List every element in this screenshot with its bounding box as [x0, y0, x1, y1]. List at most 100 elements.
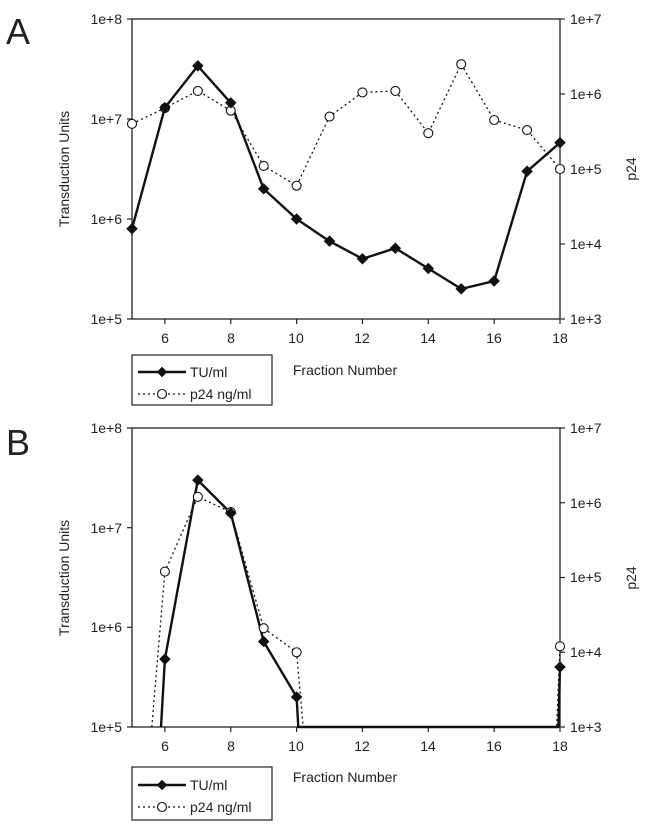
panel-b-x-tick-label: 16 — [486, 738, 502, 754]
panel-a-x-tick-label: 6 — [161, 330, 169, 346]
panel-b-y2-tick-label: 1e+5 — [570, 569, 602, 585]
panel-a-legend-p24-marker — [156, 388, 168, 400]
panel-b-tu-point — [191, 474, 204, 486]
panel-a-x-tick-label: 18 — [552, 330, 568, 346]
panel-a-p24-point — [357, 87, 368, 98]
panel-a-tu-point — [191, 59, 204, 72]
panel-a-y-tick-label: 1e+5 — [90, 311, 122, 327]
panel-b-legend: TU/ml p24 ng/ml — [131, 766, 273, 821]
panel-b-p24-point — [159, 566, 170, 577]
panel-a-p24-point — [291, 180, 302, 191]
panel-b-y2-axis-title: p24 — [623, 566, 639, 590]
panel-b-plot-frame — [131, 427, 561, 728]
panel-a-p24-point — [456, 59, 467, 70]
panel-b-x-tick-label: 14 — [420, 738, 436, 754]
panel-b-p24-point — [554, 641, 566, 652]
panel-b: B 1e+5 1e+6 1e+7 1e+8 1e+3 1e+4 1e+5 1e+… — [6, 420, 639, 821]
panel-a-tu-series-line — [130, 64, 561, 291]
panel-a-tu-point — [257, 183, 270, 195]
panel-b-y-tick-label: 1e+8 — [90, 420, 122, 436]
panel-a-x-tick-label: 10 — [288, 330, 304, 346]
panel-b-y-tick-label: 1e+6 — [90, 619, 122, 635]
panel-a-tu-point — [422, 262, 435, 275]
panel-b-y2-tick-label: 1e+4 — [570, 644, 602, 660]
panel-b-p24-point — [192, 491, 203, 502]
panel-a-y2-axis-title: p24 — [623, 157, 639, 181]
panel-a-p24-point — [423, 128, 434, 139]
panel-a-p24-point — [192, 85, 203, 96]
panel-b-p24-series-line — [151, 495, 561, 728]
panel-a-y2-tick-label: 1e+5 — [570, 161, 602, 177]
panel-b-x-tick-label: 18 — [552, 738, 568, 754]
panel-a-tu-point — [356, 252, 369, 265]
panel-a-p24-point — [522, 125, 533, 136]
panel-a-letter: A — [6, 11, 30, 52]
panel-b-x-tick-label: 8 — [227, 738, 235, 754]
panel-a-series — [126, 59, 566, 295]
panel-b-y2-tick-label: 1e+3 — [570, 719, 602, 735]
panel-b-x-tick-label: 10 — [288, 738, 304, 754]
panel-a-y2-tick-label: 1e+4 — [570, 236, 602, 252]
panel-b-tu-point — [290, 691, 303, 703]
panel-b-series — [151, 474, 566, 729]
panel-b-tu-series-line — [159, 478, 562, 729]
panel-a-tu-point — [126, 222, 138, 235]
panel-a-x-tick-label: 8 — [227, 330, 235, 346]
panel-a-tu-point — [488, 275, 501, 287]
panel-b-legend-tu-marker — [156, 779, 168, 791]
panel-a-y-axis-title: Transduction Units — [56, 111, 72, 227]
panel-a-legend-tu-marker — [156, 366, 168, 378]
panel-b-y-tick-label: 1e+5 — [90, 719, 122, 735]
panel-b-y2-tick-label: 1e+6 — [570, 495, 602, 511]
panel-a-x-axis-title: Fraction Number — [293, 362, 398, 378]
panel-a-ticks — [127, 18, 565, 324]
panel-b-legend-box — [131, 766, 273, 821]
panel-a-p24-point — [390, 85, 401, 96]
panel-a-tu-point — [224, 97, 237, 109]
panel-b-p24-point — [291, 647, 302, 658]
panel-a-tu-point — [455, 283, 468, 295]
panel-a-tu-point — [159, 101, 171, 114]
panel-b-y2-tick-label: 1e+7 — [570, 420, 602, 436]
panel-b-legend-p24-marker — [156, 801, 168, 813]
panel-b-y-tick-label: 1e+7 — [90, 520, 122, 536]
panel-a-p24-series-line — [131, 62, 561, 187]
panel-b-x-tick-label: 12 — [354, 738, 370, 754]
panel-b-x-axis-title: Fraction Number — [293, 769, 398, 785]
panel-a-y-tick-label: 1e+7 — [90, 111, 122, 127]
panel-b-legend-p24-label: p24 ng/ml — [190, 799, 251, 815]
panel-a-y-tick-label: 1e+8 — [90, 11, 122, 27]
panel-a: A 1e+5 1e+6 1e+7 1e+8 1e+3 1e+4 1e+5 1e+… — [6, 11, 639, 406]
panel-a-tu-point — [290, 213, 303, 225]
panel-b-letter: B — [6, 422, 30, 463]
panel-a-legend: TU/ml p24 ng/ml — [131, 354, 273, 406]
panel-a-p24-point — [258, 160, 269, 171]
panel-a-tu-point — [323, 235, 336, 248]
panel-b-legend-tu-label: TU/ml — [190, 777, 227, 793]
panel-a-tu-point — [389, 242, 402, 255]
panel-a-legend-tu-label: TU/ml — [190, 364, 227, 380]
panel-a-x-tick-label: 16 — [486, 330, 502, 346]
panel-b-y-axis-title: Transduction Units — [56, 520, 72, 636]
panel-b-ticks — [127, 427, 565, 732]
panel-a-tu-point — [521, 165, 533, 178]
panel-a-y2-tick-label: 1e+3 — [570, 311, 602, 327]
panel-b-p24-point — [258, 623, 269, 634]
panel-a-p24-point — [489, 114, 500, 126]
panel-a-y2-tick-label: 1e+6 — [570, 86, 602, 102]
panel-a-p24-point — [554, 163, 566, 175]
panel-a-p24-point — [126, 118, 138, 129]
panel-b-x-tick-label: 6 — [161, 738, 169, 754]
panel-b-tu-point — [554, 661, 566, 673]
panel-a-y-tick-label: 1e+6 — [90, 211, 122, 227]
panel-b-tu-point — [159, 653, 171, 665]
panel-a-legend-p24-label: p24 ng/ml — [190, 386, 251, 402]
panel-a-y2-tick-label: 1e+7 — [570, 11, 602, 27]
panel-a-x-tick-label: 14 — [420, 330, 436, 346]
panel-a-legend-box — [131, 354, 273, 406]
panel-b-tu-point — [257, 635, 270, 648]
panel-a-x-tick-label: 12 — [354, 330, 370, 346]
panel-b-tu-point — [224, 507, 237, 519]
panel-a-tu-point — [554, 136, 566, 149]
